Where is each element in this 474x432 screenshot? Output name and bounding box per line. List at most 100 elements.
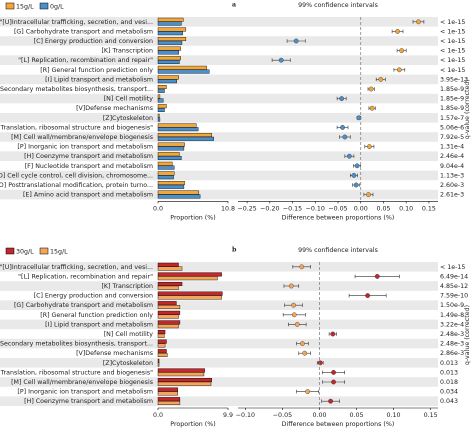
bar (157, 387, 178, 392)
q-axis-label: q-value (corrected) (464, 305, 471, 365)
bar (157, 104, 167, 109)
bar (157, 152, 180, 157)
category-label: [I] Lipid transport and metabolism (45, 321, 153, 328)
difference-dot (366, 144, 372, 150)
legend-swatch (5, 247, 15, 255)
bar (157, 190, 200, 195)
bar (157, 301, 177, 306)
difference-dot (291, 312, 297, 318)
q-value: 0.034 (440, 389, 458, 396)
row-stripe (0, 170, 438, 181)
x-tick-label: −0.25 (237, 205, 256, 212)
bar (157, 310, 181, 315)
bar (157, 46, 181, 51)
row-stripe (0, 262, 438, 272)
bar (157, 50, 179, 55)
bar (157, 75, 179, 80)
category-label: "[L] Replication, recombination and repa… (18, 273, 153, 280)
category-label: [V]Defense mechanisms (76, 350, 153, 357)
bar (157, 146, 185, 151)
ci-title: 99% confidence intervals (298, 2, 378, 9)
bar (157, 378, 212, 383)
difference-dot (369, 105, 375, 111)
q-value: 0.013 (440, 369, 458, 376)
bar (157, 94, 161, 99)
difference-dot (353, 182, 359, 188)
x-tick-label: 9.9 (223, 412, 233, 419)
category-label: [H] Coenzyme transport and metabolism (24, 398, 153, 405)
q-value: 0.013 (440, 360, 458, 367)
q-value: 3.95e-13 (440, 76, 468, 83)
bar (157, 314, 179, 319)
x-axis-label: Difference between proportions (%) (282, 214, 395, 221)
bar (157, 285, 179, 290)
x-tick-label: 0.0 (153, 205, 163, 212)
q-value: 7.92e-5 (440, 134, 464, 141)
bar (157, 37, 187, 42)
bar (157, 142, 185, 147)
bar (157, 98, 164, 103)
q-value: 2.48e-3 (440, 331, 464, 338)
q-value: < 1e-15 (440, 67, 465, 74)
q-value: 1.49e-8 (440, 312, 464, 319)
bar (157, 372, 205, 377)
q-value: 1.57e-7 (440, 115, 464, 122)
bar (157, 155, 182, 160)
legend-label: 0g/L (50, 4, 64, 11)
category-label: [F] Nucleotide transport and metabolism (25, 163, 153, 170)
q-value: 1.85e-9 (440, 96, 464, 103)
bar (157, 391, 178, 396)
category-label: [Z]Cytoskeleton (103, 360, 153, 367)
bar (157, 107, 165, 112)
bar (157, 381, 212, 386)
bar (157, 339, 167, 344)
bar (157, 175, 174, 180)
x-tick-label: 0.0 (153, 412, 163, 419)
category-label: [G] Carbohydrate transport and metabolis… (14, 28, 153, 35)
q-value: 4.85e-12 (440, 283, 468, 290)
q-value: < 1e-15 (440, 38, 465, 45)
bar (157, 123, 197, 128)
difference-dot (354, 163, 360, 169)
category-label: "[J] Translation, ribosomal structure an… (0, 124, 153, 131)
legend-label: 15g/L (50, 249, 68, 256)
bar (157, 27, 187, 32)
q-value: 3.22e-4 (440, 321, 464, 328)
bar (157, 132, 212, 137)
x-tick-label: 0.10 (387, 412, 401, 419)
bar (157, 56, 181, 61)
x-axis-label: Proportion (%) (170, 421, 215, 428)
difference-dot (305, 389, 311, 394)
bar (157, 84, 167, 89)
bar (157, 368, 205, 373)
difference-dot (356, 115, 362, 121)
q-value: < 1e-15 (440, 57, 465, 64)
category-label: [P] Inorganic ion transport and metaboli… (17, 144, 153, 151)
q-value: 1.85e-9 (440, 86, 464, 93)
q-value: 7.59e-10 (440, 293, 468, 300)
x-tick-label: −0.15 (283, 205, 302, 212)
category-label: [K] Transcription (101, 283, 153, 290)
bar (157, 69, 210, 74)
bar (157, 194, 201, 199)
difference-dot (416, 19, 421, 25)
q-value: < 1e-15 (440, 264, 465, 271)
difference-dot (366, 192, 371, 198)
row-stripe (0, 132, 438, 142)
category-label: [R] General function prediction only (40, 312, 153, 319)
difference-dot (331, 379, 336, 385)
row-stripe (0, 113, 438, 123)
q-axis-label: q-value (corrected) (464, 79, 471, 139)
category-label: "[J] Translation, ribosomal structure an… (0, 369, 153, 376)
bar (157, 40, 183, 45)
difference-dot (340, 125, 345, 130)
bar (157, 171, 175, 176)
x-axis-label: Proportion (%) (170, 214, 215, 221)
bar (157, 353, 168, 358)
difference-dot (378, 77, 384, 82)
bar (157, 65, 207, 70)
x-tick-label: −0.20 (260, 205, 279, 212)
row-stripe (0, 189, 438, 200)
category-label: "[Q] Secondary metabolites biosynthesis,… (0, 86, 153, 93)
bar (157, 165, 175, 170)
